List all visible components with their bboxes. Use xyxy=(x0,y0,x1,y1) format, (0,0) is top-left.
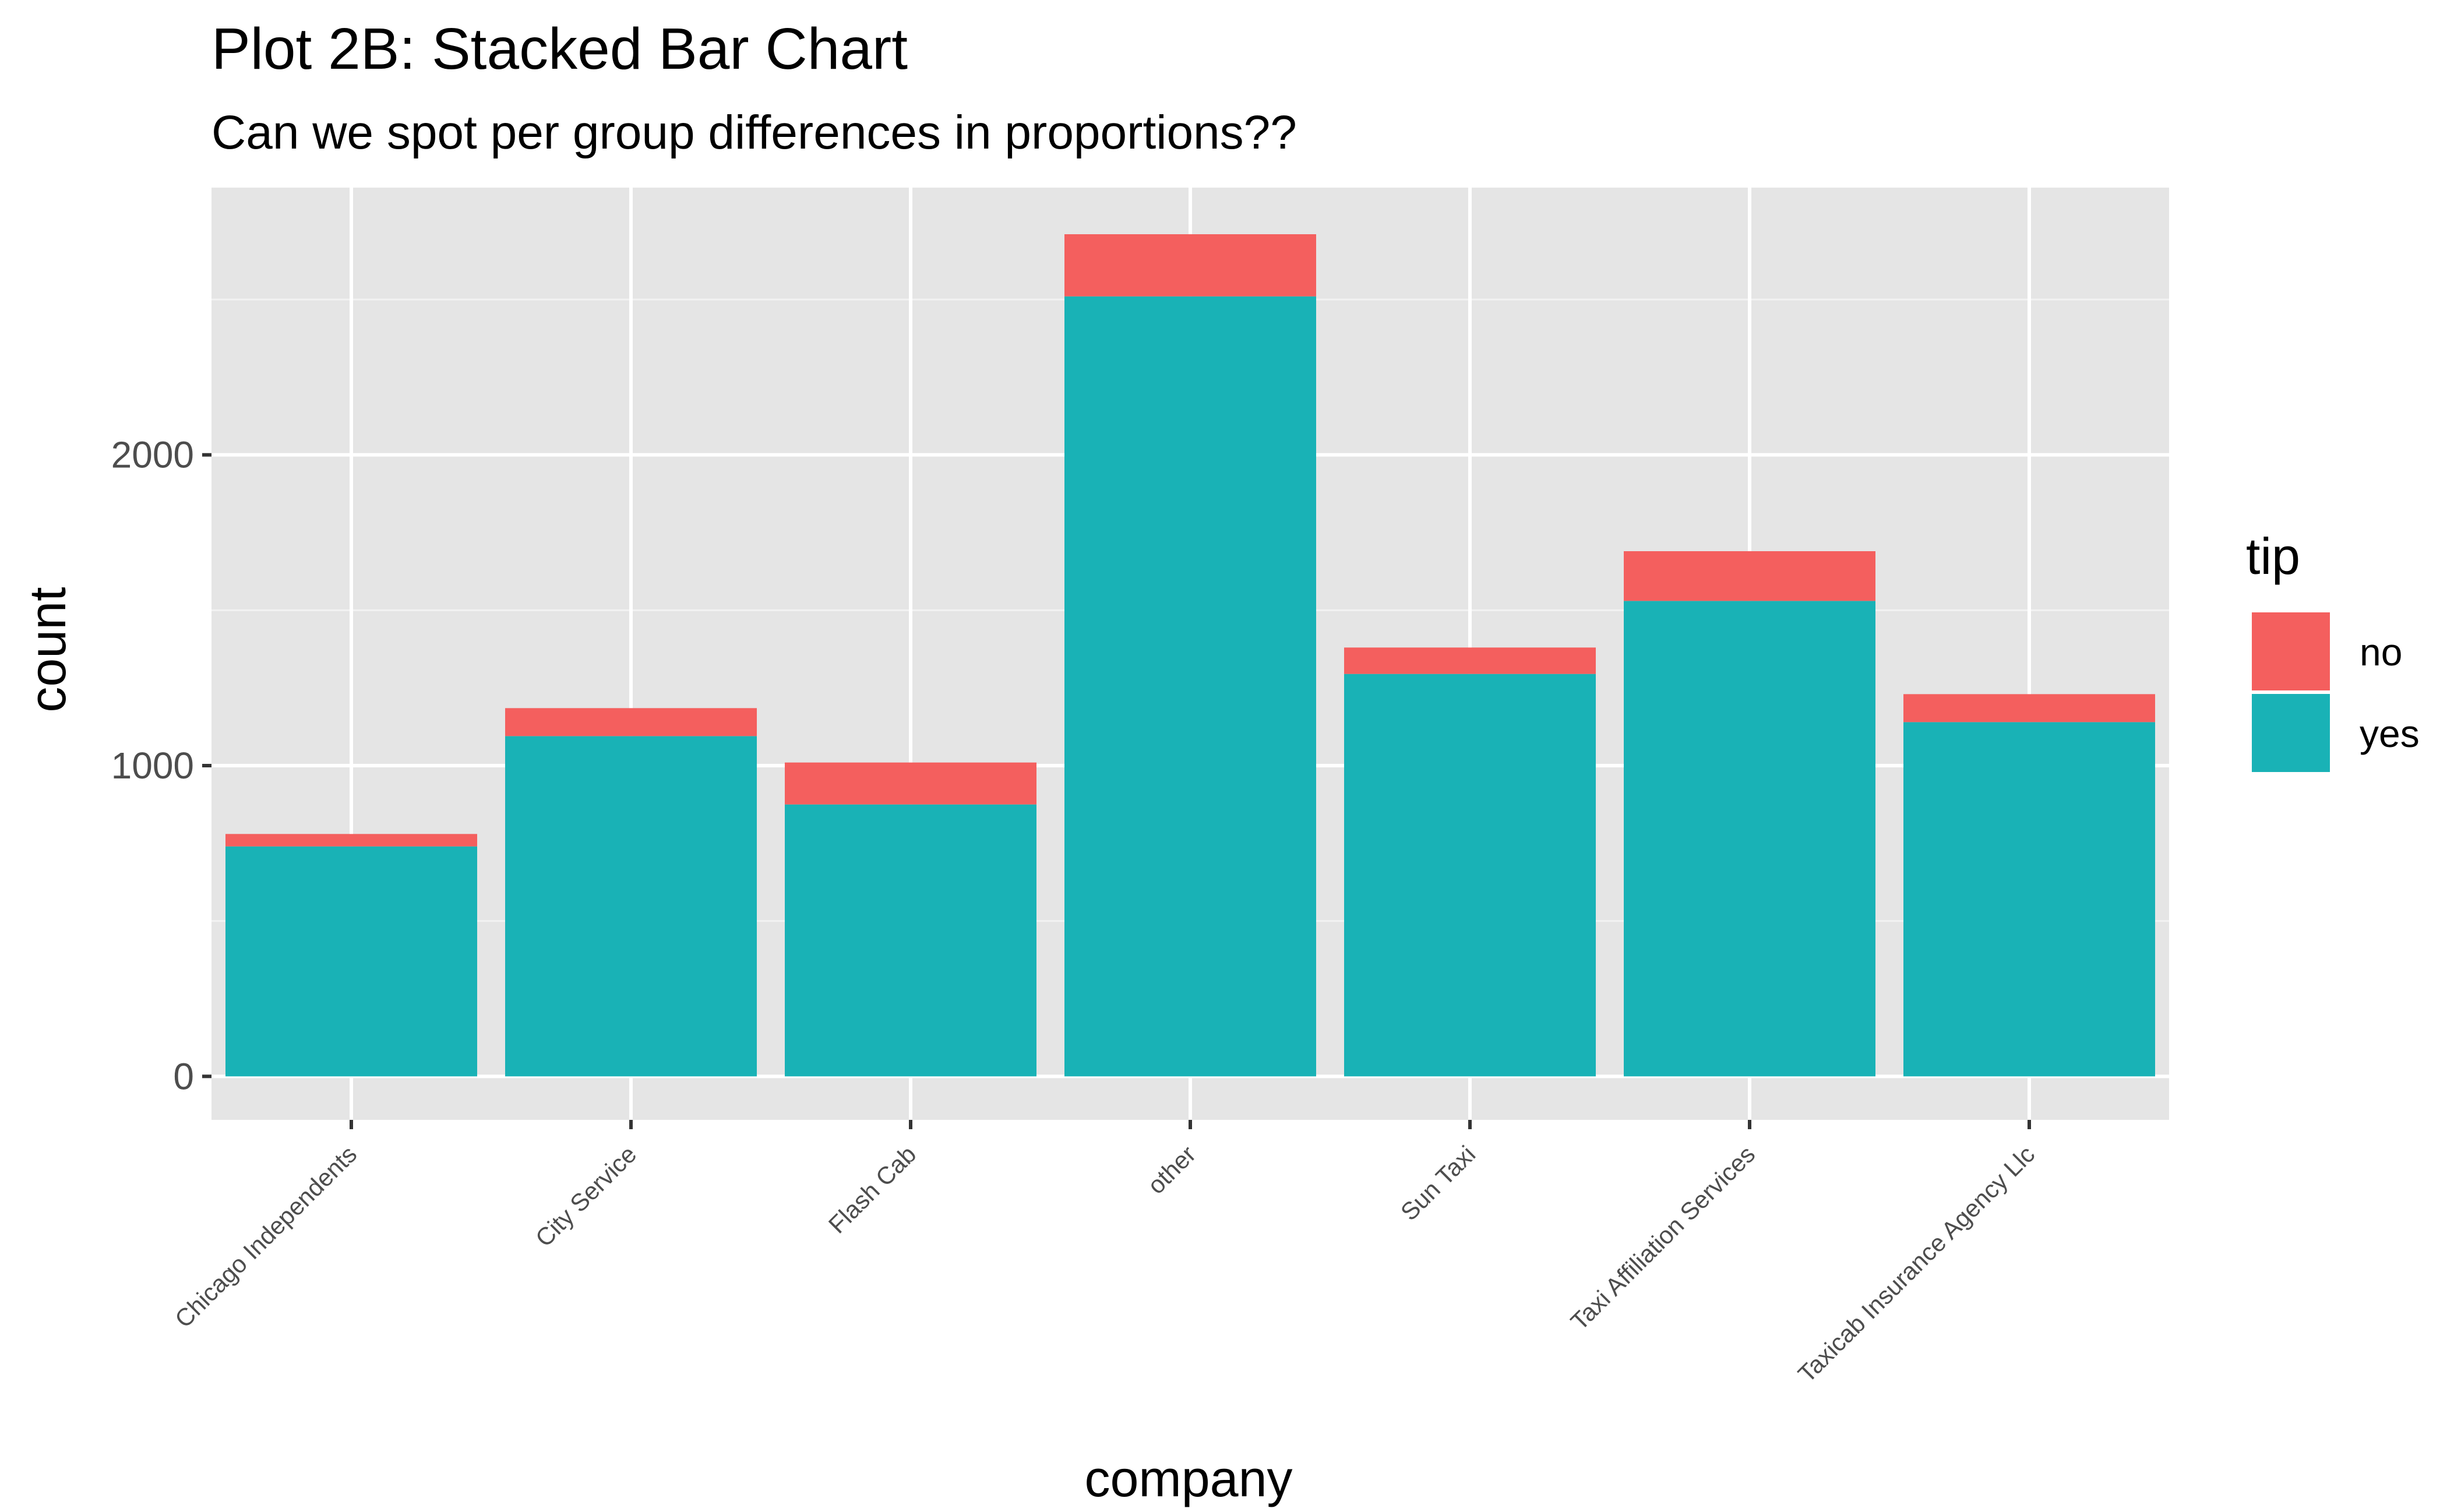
bar-yes-chicago-independents xyxy=(225,846,477,1077)
bars xyxy=(225,234,2155,1077)
bar-no-taxi-affiliation-services xyxy=(1624,551,1875,601)
y-tick-label: 0 xyxy=(173,1055,194,1097)
x-axis-title: company xyxy=(1084,1450,1292,1507)
legend-label-yes: yes xyxy=(2360,712,2420,755)
x-tick-label: Taxi Affiliation Services xyxy=(1565,1140,1761,1335)
legend-title: tip xyxy=(2246,527,2300,585)
x-tick-label: Sun Taxi xyxy=(1395,1140,1481,1226)
x-tick-label: City Service xyxy=(530,1140,642,1252)
chart-subtitle: Can we spot per group differences in pro… xyxy=(211,106,1297,159)
legend-items: no yes xyxy=(2248,609,2420,776)
bar-no-flash-cab xyxy=(785,762,1036,805)
y-tick-label: 2000 xyxy=(111,434,194,476)
bar-no-sun-taxi xyxy=(1344,647,1596,674)
y-axis-title: count xyxy=(19,587,76,712)
x-tick-label: Chicago Independents xyxy=(170,1140,362,1333)
y-tick-label: 1000 xyxy=(111,745,194,787)
bar-yes-taxi-affiliation-services xyxy=(1624,601,1875,1077)
bar-no-other xyxy=(1064,234,1316,297)
legend-label-no: no xyxy=(2360,630,2402,674)
bar-no-city-service xyxy=(505,708,757,736)
bar-no-taxicab-insurance-agency-llc xyxy=(1903,694,2155,722)
legend-key-no xyxy=(2248,609,2333,694)
legend-key-yes xyxy=(2248,690,2333,776)
bar-no-chicago-independents xyxy=(225,834,477,847)
bar-yes-city-service xyxy=(505,736,757,1077)
x-tick-label: Taxicab Insurance Agency Llc xyxy=(1793,1140,2040,1387)
bar-yes-taxicab-insurance-agency-llc xyxy=(1903,722,2155,1077)
bar-yes-other xyxy=(1064,296,1316,1077)
x-axis: Chicago Independents City Service Flash Ca… xyxy=(170,1120,2040,1388)
x-tick-label: other xyxy=(1142,1140,1201,1199)
bar-yes-flash-cab xyxy=(785,804,1036,1077)
chart-title: Plot 2B: Stacked Bar Chart xyxy=(211,16,908,82)
y-axis: 0 1000 2000 xyxy=(111,434,211,1097)
bar-yes-sun-taxi xyxy=(1344,674,1596,1077)
x-tick-label: Flash Cab xyxy=(823,1140,922,1239)
legend: tip no yes xyxy=(2246,527,2420,776)
